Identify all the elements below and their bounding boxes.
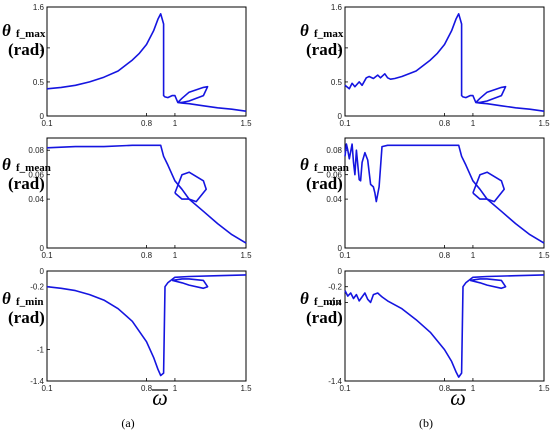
- x-tick-label: 1.5: [240, 119, 252, 128]
- x-tick-label: 1.5: [240, 251, 252, 260]
- series-line-1: [344, 13, 545, 112]
- x-tick-label: 1: [173, 119, 178, 128]
- y-tick-label: 0.06: [326, 171, 342, 180]
- series-line-2: [171, 278, 209, 290]
- x-tick-label: 1: [173, 251, 178, 260]
- x-axis-label-omega: ω: [152, 385, 168, 410]
- chart-panel-b-bot: 0.1 0.8 1 1.5 -1.4 -0.4 -0.2 0: [328, 267, 550, 393]
- x-tick-label: 0.8: [439, 119, 451, 128]
- x-tick-label: 1: [471, 251, 476, 260]
- x-tick-label: 0.1: [339, 119, 351, 128]
- y-tick-label: -1.4: [328, 377, 342, 386]
- y-axis-unit: (rad): [306, 308, 343, 327]
- y-axis-label-theta: θ: [300, 289, 309, 308]
- x-tick-label: 1: [471, 384, 476, 393]
- x-tick-label: 0.8: [141, 251, 153, 260]
- series-line-1: [46, 144, 247, 244]
- series-line-1: [46, 274, 247, 377]
- x-tick-label: 1.5: [240, 384, 252, 393]
- series-line-2: [472, 171, 506, 203]
- y-tick-label: -1.4: [30, 377, 44, 386]
- plot-frame: [46, 270, 247, 382]
- x-tick-label: 0.8: [439, 384, 451, 393]
- chart-panel-a-mid: 0.1 0.8 1 1.5 0 0.04 0.06 0.08: [28, 137, 252, 260]
- y-axis-unit: (rad): [306, 174, 343, 193]
- series-line-1: [344, 143, 545, 244]
- series-line-2: [174, 171, 207, 203]
- y-tick-label: -1: [37, 346, 45, 355]
- y-axis-unit: (rad): [8, 40, 45, 59]
- y-tick-label: 0: [338, 267, 343, 276]
- y-tick-label: 0: [40, 267, 45, 276]
- y-tick-label: 0.06: [28, 171, 44, 180]
- subfigure-caption: (b): [419, 416, 433, 430]
- y-tick-label: 1: [338, 44, 343, 53]
- series-line-1: [46, 13, 247, 112]
- y-tick-label: -0.4: [328, 298, 342, 307]
- x-tick-label: 0.8: [141, 384, 153, 393]
- x-tick-label: 0.8: [141, 119, 153, 128]
- y-tick-label: -0.2: [30, 283, 44, 292]
- y-tick-label: 0: [40, 244, 45, 253]
- chart-panel-a-bot: 0.1 0.8 1 1.5 -1.4 -1 -0.2 0: [30, 267, 252, 393]
- subfigure-caption: (a): [121, 416, 134, 430]
- x-tick-label: 1.5: [538, 251, 550, 260]
- y-axis-unit: (rad): [8, 174, 45, 193]
- y-tick-label: -0.2: [328, 283, 342, 292]
- y-axis-label-subscript: f_mean: [314, 162, 349, 174]
- x-tick-label: 0.1: [339, 384, 351, 393]
- x-tick-label: 0.1: [41, 384, 53, 393]
- plot-frame: [46, 6, 247, 117]
- series-line-2: [177, 85, 209, 104]
- y-axis-label-theta: θ: [2, 155, 11, 174]
- y-axis-label-subscript: f_max: [16, 28, 46, 40]
- y-axis-label-theta: θ: [300, 21, 309, 40]
- plot-frame: [46, 137, 247, 249]
- y-tick-label: 0: [338, 112, 343, 121]
- y-axis-label-theta: θ: [300, 155, 309, 174]
- y-tick-label: 0.04: [28, 195, 44, 204]
- x-tick-label: 0.1: [339, 251, 351, 260]
- y-tick-label: 0.08: [326, 146, 342, 155]
- y-tick-label: 0.5: [33, 78, 45, 87]
- plot-frame: [344, 270, 545, 382]
- series-line-2: [475, 85, 507, 104]
- y-tick-label: 1.6: [331, 3, 343, 12]
- y-tick-label: 0: [338, 244, 343, 253]
- x-tick-label: 0.1: [41, 251, 53, 260]
- x-tick-label: 0.1: [41, 119, 53, 128]
- y-axis-label-theta: θ: [2, 21, 11, 40]
- plot-frame: [344, 6, 545, 117]
- y-tick-label: 0: [40, 112, 45, 121]
- y-axis-label-subscript: f_min: [16, 296, 44, 308]
- chart-panel-a-top: 0.1 0.8 1 1.5 0 0.5 1 1.6: [33, 3, 252, 128]
- x-axis-label-omega: ω: [450, 385, 466, 410]
- y-tick-label: 0.5: [331, 78, 343, 87]
- x-tick-label: 1: [173, 384, 178, 393]
- y-axis-label-subscript: f_min: [314, 296, 342, 308]
- y-tick-label: 1.6: [33, 3, 45, 12]
- series-line-2: [469, 278, 507, 290]
- series-line-1: [344, 274, 545, 378]
- y-tick-label: 0.04: [326, 195, 342, 204]
- y-tick-label: 0.08: [28, 146, 44, 155]
- y-axis-label-subscript: f_mean: [16, 162, 51, 174]
- x-tick-label: 1.5: [538, 119, 550, 128]
- y-axis-label-theta: θ: [2, 289, 11, 308]
- y-tick-label: 1: [40, 44, 45, 53]
- y-axis-unit: (rad): [306, 40, 343, 59]
- x-tick-label: 0.8: [439, 251, 451, 260]
- y-axis-label-subscript: f_max: [314, 28, 344, 40]
- chart-panel-b-top: 0.1 0.8 1 1.5 0 0.5 1 1.6: [331, 3, 550, 128]
- chart-panel-b-mid: 0.1 0.8 1 1.5 0 0.04 0.06 0.08: [326, 137, 550, 260]
- x-tick-label: 1.5: [538, 384, 550, 393]
- y-axis-unit: (rad): [8, 308, 45, 327]
- x-tick-label: 1: [471, 119, 476, 128]
